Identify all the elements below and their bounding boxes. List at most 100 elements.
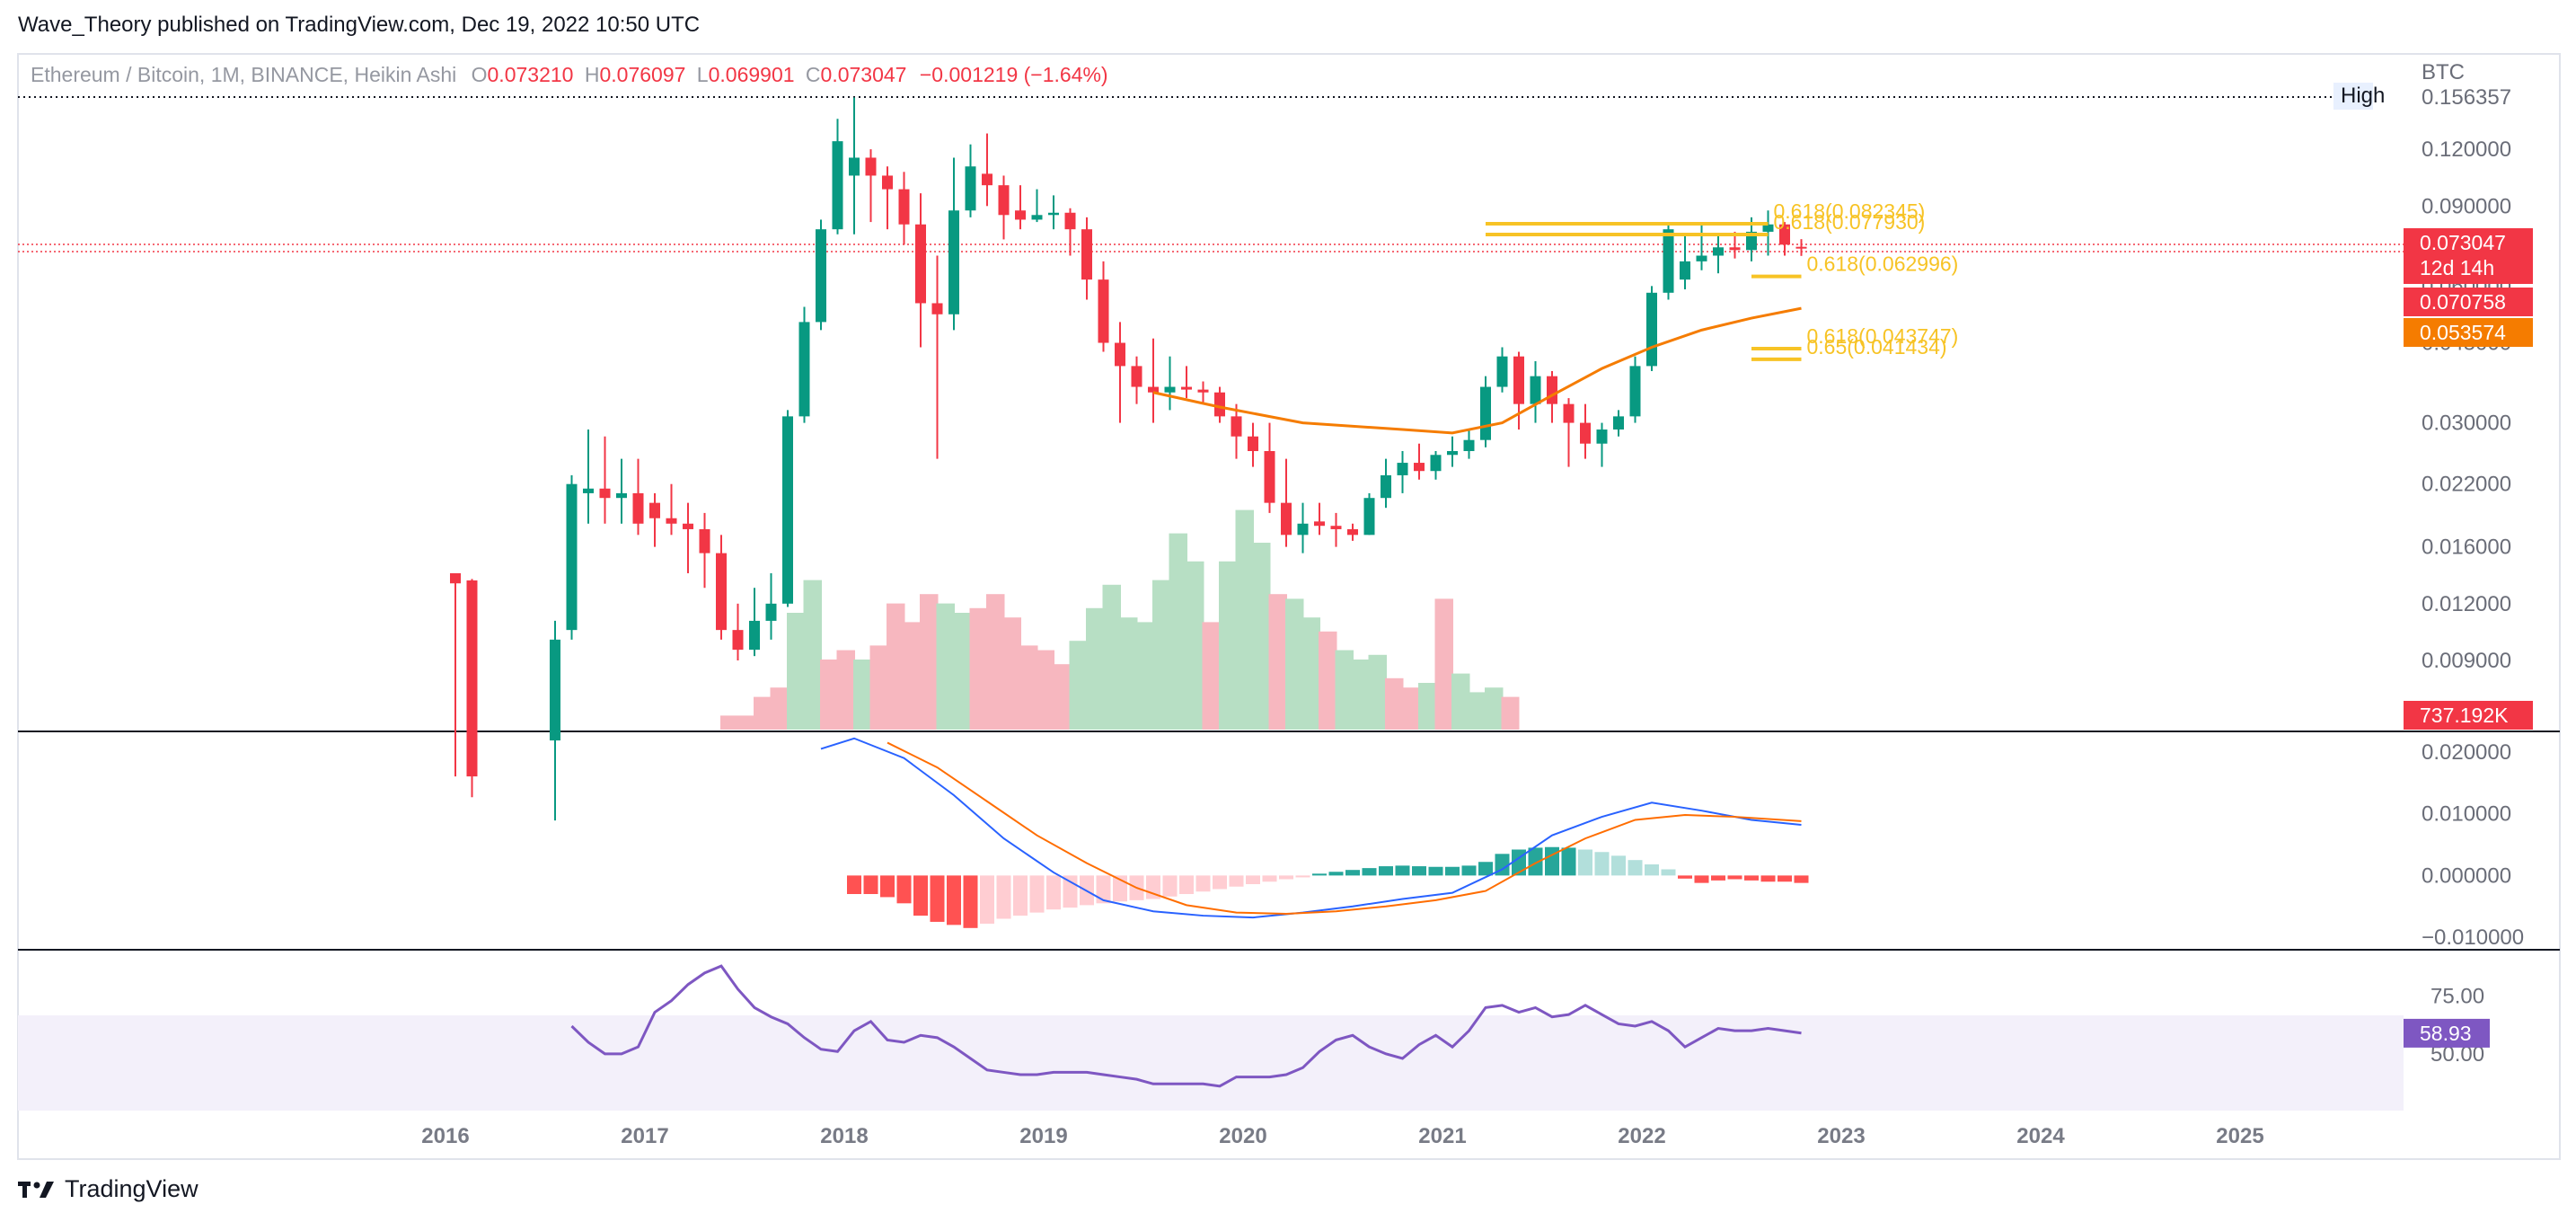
chart-frame — [17, 53, 2561, 1160]
macd-histogram-bar — [1445, 866, 1460, 876]
candle-body — [1696, 255, 1707, 261]
volume-bar — [754, 696, 772, 730]
macd-histogram-bar — [1412, 866, 1426, 876]
rsi-line — [570, 964, 1802, 1088]
price-tick-label: 0.090000 — [2422, 194, 2511, 218]
legend-symbol: Ethereum / Bitcoin, 1M, BINANCE, Heikin … — [31, 63, 457, 86]
candle-body — [1779, 224, 1790, 245]
volume-bar — [1335, 650, 1354, 730]
high-tag-label: High — [2341, 84, 2385, 108]
volume-bar — [820, 660, 839, 730]
macd-histogram-bar — [1162, 875, 1178, 897]
candle-body — [1547, 376, 1557, 404]
candle-body — [1447, 451, 1458, 456]
macd-histogram-bar — [930, 875, 945, 922]
volume-bar — [1186, 561, 1204, 730]
volume-bar — [803, 580, 822, 730]
candle-body — [1397, 463, 1408, 475]
ema-line — [1152, 306, 1802, 435]
candle-body — [1381, 474, 1391, 499]
volume-bar — [953, 613, 972, 730]
candle-body — [1580, 422, 1591, 444]
signal-line — [887, 741, 1802, 916]
high-tag-bg — [2333, 83, 2373, 110]
legend-low-label: L — [696, 63, 709, 86]
candle-body — [1081, 229, 1092, 280]
macd-histogram-bar — [1678, 875, 1692, 879]
macd-histogram-bar — [1778, 875, 1792, 882]
price-tick-label: 0.120000 — [2422, 137, 2511, 162]
candle-body — [1629, 366, 1641, 417]
candle-body — [649, 502, 660, 518]
macd-histogram-bar — [947, 875, 961, 925]
fib-layer: 0.618(0.082345)0.618(0.077930) 0.618(0.06… — [1486, 199, 1958, 361]
macd-histogram-bar — [996, 875, 1011, 919]
candle-body — [716, 553, 727, 631]
candle-body — [1613, 416, 1624, 430]
rsi-badge: 58.93 — [2420, 1022, 2472, 1045]
candle-body — [1048, 212, 1059, 216]
candle-body — [566, 483, 578, 631]
x-axis-year-label: 2021 — [1418, 1124, 1466, 1148]
candle-body — [1480, 386, 1491, 440]
candle-body — [1297, 523, 1309, 536]
volume-bar — [1319, 631, 1337, 730]
macd-histogram-bar — [1229, 875, 1244, 887]
candle-body — [1197, 389, 1209, 393]
candle-body — [699, 528, 710, 553]
ema-badge-bg — [2404, 318, 2533, 347]
legend-high-label: H — [584, 63, 600, 86]
macd-histogram-bar — [1246, 875, 1260, 884]
macd-tick-label: −0.010000 — [2422, 925, 2524, 950]
legend-change: −0.001219 (−1.64%) — [919, 63, 1108, 86]
macd-histogram-bar — [1428, 866, 1443, 876]
candle-body — [948, 210, 959, 314]
macd-histogram-bar — [1295, 875, 1310, 878]
macd-histogram-bar — [1727, 875, 1742, 880]
macd-histogram-bar — [1694, 875, 1709, 883]
ohlc-legend: Ethereum / Bitcoin, 1M, BINANCE, Heikin … — [31, 63, 1108, 87]
volume-bar — [1235, 509, 1254, 730]
macd-tick-label: 0.010000 — [2422, 802, 2511, 827]
macd-histogram-bar — [1528, 847, 1543, 876]
fib-level-label: 0.65(0.041434) — [1807, 335, 1947, 359]
candle-body — [832, 141, 843, 230]
volume-bar — [1252, 543, 1271, 730]
legend-close-label: C — [805, 63, 821, 86]
candle-body — [1131, 366, 1142, 387]
candle-body — [765, 603, 777, 621]
volume-bar — [1036, 650, 1054, 730]
candle-body — [1729, 247, 1741, 251]
volume-bar — [1119, 617, 1138, 730]
candle-body — [1098, 279, 1109, 343]
macd-histogram-bar — [1760, 875, 1776, 882]
candle-body — [1148, 386, 1159, 393]
candle-body — [1762, 224, 1774, 232]
rsi-tick-label: 75.00 — [2430, 985, 2484, 1009]
macd-histogram-bar — [1478, 862, 1493, 876]
candle-body — [882, 175, 893, 190]
macd-histogram-bar — [1661, 869, 1676, 876]
last-price-badge: 0.073047 — [2420, 231, 2506, 254]
candle-body — [1680, 261, 1690, 280]
candle-body — [1264, 451, 1275, 503]
macd-histogram-bar — [1179, 875, 1194, 894]
candle-body — [583, 488, 594, 493]
x-axis-year-label: 2025 — [2216, 1124, 2263, 1148]
macd-histogram-bar — [1279, 875, 1293, 880]
candle-body — [1314, 521, 1325, 527]
macd-histogram-bar — [980, 875, 994, 924]
price-tick-label: 0.012000 — [2422, 592, 2511, 616]
x-axis-year-label: 2019 — [1019, 1124, 1067, 1148]
candle-body — [865, 157, 877, 176]
candle-body — [931, 303, 943, 314]
tradingview-footer: TradingView — [18, 1175, 198, 1203]
publisher-header: Wave_Theory published on TradingView.com… — [18, 13, 700, 38]
macd-histogram-bar — [1362, 868, 1377, 876]
volume-bar — [936, 603, 955, 730]
candle-body — [1231, 416, 1242, 437]
candle-body — [1363, 498, 1375, 536]
volume-bar — [920, 594, 939, 730]
volume-layer — [720, 509, 1520, 730]
